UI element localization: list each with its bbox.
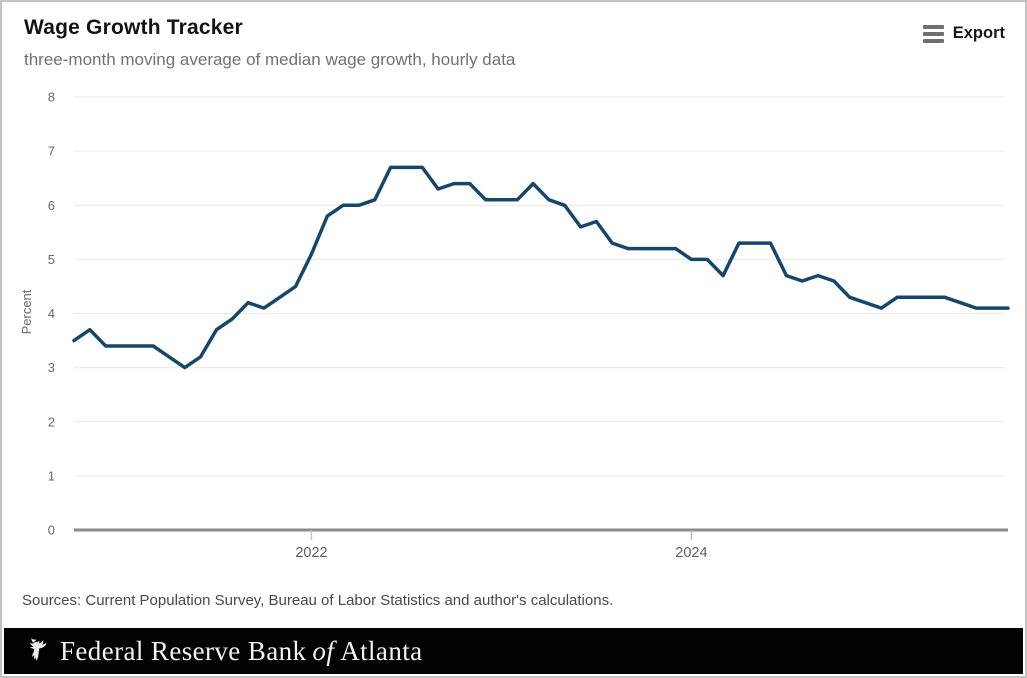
page-title: Wage Growth Tracker	[24, 16, 243, 39]
y-axis-tick-label: 6	[48, 198, 55, 213]
export-button-label: Export	[952, 24, 1005, 42]
y-axis-tick-label: 2	[48, 414, 55, 429]
atlanta-fed-eagle-logo	[30, 637, 47, 661]
line-chart-canvas: 0 1 2 3 4 5 6 7 8 2022 2024 Percent	[19, 90, 1010, 561]
title-block: Wage Growth Tracker three-month moving a…	[24, 16, 515, 70]
brand-of: of	[312, 635, 335, 666]
y-axis-tick-label: 7	[48, 144, 55, 159]
footer-brand-bar: Federal Reserve Bank of Atlanta	[4, 628, 1023, 674]
wage-growth-line	[72, 165, 1010, 370]
y-axis-tick-label: 0	[48, 523, 55, 538]
wage-growth-chart: 0 1 2 3 4 5 6 7 8 2022 2024 Percent	[2, 87, 1025, 572]
y-axis-tick-label: 3	[48, 360, 55, 375]
export-button[interactable]: Export	[922, 24, 1005, 43]
brand-federal-reserve-bank: Federal Reserve Bank	[60, 635, 307, 666]
y-axis-tick-label: 8	[48, 90, 55, 105]
brand-atlanta: Atlanta	[340, 635, 423, 666]
y-axis-tick-label: 1	[48, 468, 55, 483]
export-menu-icon	[922, 24, 944, 43]
footer-brand-text: Federal Reserve Bank of Atlanta	[60, 636, 423, 667]
x-axis-tick-label: 2022	[295, 545, 327, 561]
y-axis-tick-label: 5	[48, 252, 55, 267]
chart-header: Wage Growth Tracker three-month moving a…	[24, 16, 1005, 70]
x-axis-tick-label: 2024	[675, 545, 707, 561]
chart-subtitle: three-month moving average of median wag…	[24, 50, 516, 69]
y-axis-title: Percent	[19, 289, 34, 334]
sources-note: Sources: Current Population Survey, Bure…	[22, 592, 614, 609]
y-axis-tick-label: 4	[48, 306, 55, 321]
